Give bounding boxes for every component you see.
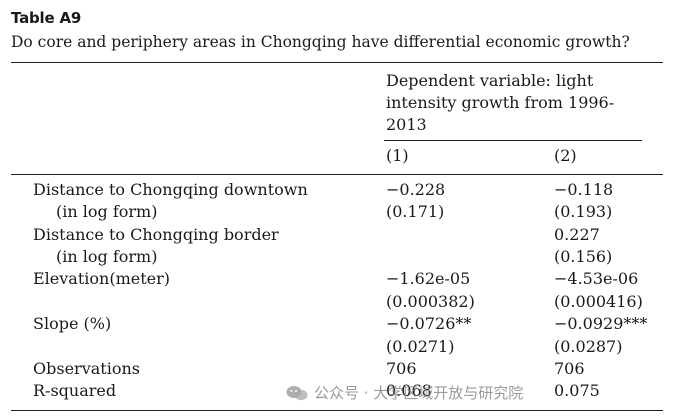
column-header-2: (2) xyxy=(554,146,577,165)
row-label: Observations xyxy=(33,359,140,378)
cell-col2: (0.156) xyxy=(554,247,613,266)
watermark: 公众号 · 大学区域开放与研究院 xyxy=(286,382,523,403)
row-label: Elevation(meter) xyxy=(33,269,170,288)
row-label: Slope (%) xyxy=(33,314,112,333)
table-label: Table A9 xyxy=(11,9,82,27)
row-label: R-squared xyxy=(33,381,117,400)
cell-col2: −4.53e-06 xyxy=(554,269,639,288)
watermark-text: 公众号 · 大学区域开放与研究院 xyxy=(314,384,524,402)
cell-col1: 0.068 xyxy=(386,381,432,400)
table-caption: Do core and periphery areas in Chongqing… xyxy=(11,33,630,51)
cell-col1: (0.000382) xyxy=(386,292,475,311)
cell-col1: −0.0726** xyxy=(386,314,472,333)
row-label: (in log form) xyxy=(56,202,158,221)
bottom-rule xyxy=(11,410,663,411)
cell-col2: (0.0287) xyxy=(554,337,623,356)
cell-col1: (0.171) xyxy=(386,202,445,221)
row-label: (in log form) xyxy=(56,247,158,266)
cell-col2: −0.0929*** xyxy=(554,314,648,333)
row-label: Distance to Chongqing border xyxy=(33,225,279,244)
cell-col2: (0.193) xyxy=(554,202,613,221)
row-label: Distance to Chongqing downtown xyxy=(33,180,308,199)
cell-col2: 0.075 xyxy=(554,381,600,400)
cell-col1: −1.62e-05 xyxy=(386,269,471,288)
cell-col2: 0.227 xyxy=(554,225,600,244)
cell-col1: −0.228 xyxy=(386,180,446,199)
cell-col2: (0.000416) xyxy=(554,292,643,311)
cell-col1: (0.0271) xyxy=(386,337,455,356)
column-header-1: (1) xyxy=(386,146,409,165)
cell-col2: −0.118 xyxy=(554,180,614,199)
top-rule xyxy=(11,62,663,63)
separator-rule xyxy=(11,174,663,175)
header-rule xyxy=(384,140,642,141)
dependent-variable-header: Dependent variable: light intensity grow… xyxy=(386,71,615,134)
cell-col2: 706 xyxy=(554,359,585,378)
wechat-icon xyxy=(286,385,308,400)
cell-col1: 706 xyxy=(386,359,417,378)
